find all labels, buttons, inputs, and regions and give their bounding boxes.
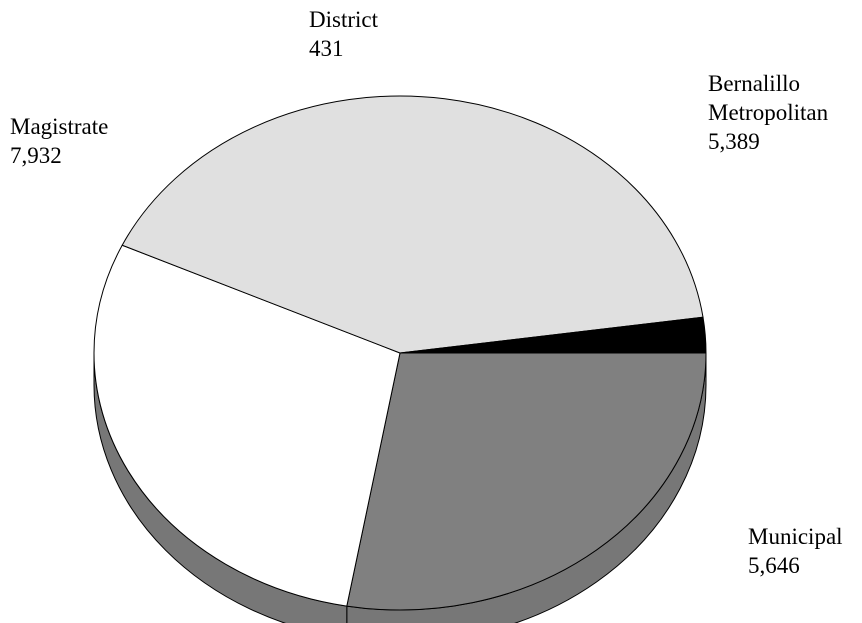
slice-label-district: District 431 [309,5,378,63]
slice-magistrate [121,95,704,354]
slice-label-bernalillo-metropolitan: Bernalillo Metropolitan 5,389 [708,69,828,156]
slice-value: 5,646 [748,553,800,578]
slice-value: 5,389 [708,129,760,154]
slice-municipal [93,244,401,607]
slice-name: District [309,7,378,32]
slice-label-magistrate: Magistrate 7,932 [10,112,108,170]
pie-slices [93,95,707,611]
slice-district [399,316,707,354]
slice-value: 431 [309,36,344,61]
slice-name: Municipal [748,524,843,549]
slice-name-line-1: Bernalillo [708,71,800,96]
slice-bernalillo-metropolitan [346,352,707,611]
slice-name: Magistrate [10,114,109,139]
slice-label-municipal: Municipal 5,646 [748,522,843,580]
slice-name-line-2: Metropolitan [708,100,829,125]
slice-value: 7,932 [10,143,62,168]
